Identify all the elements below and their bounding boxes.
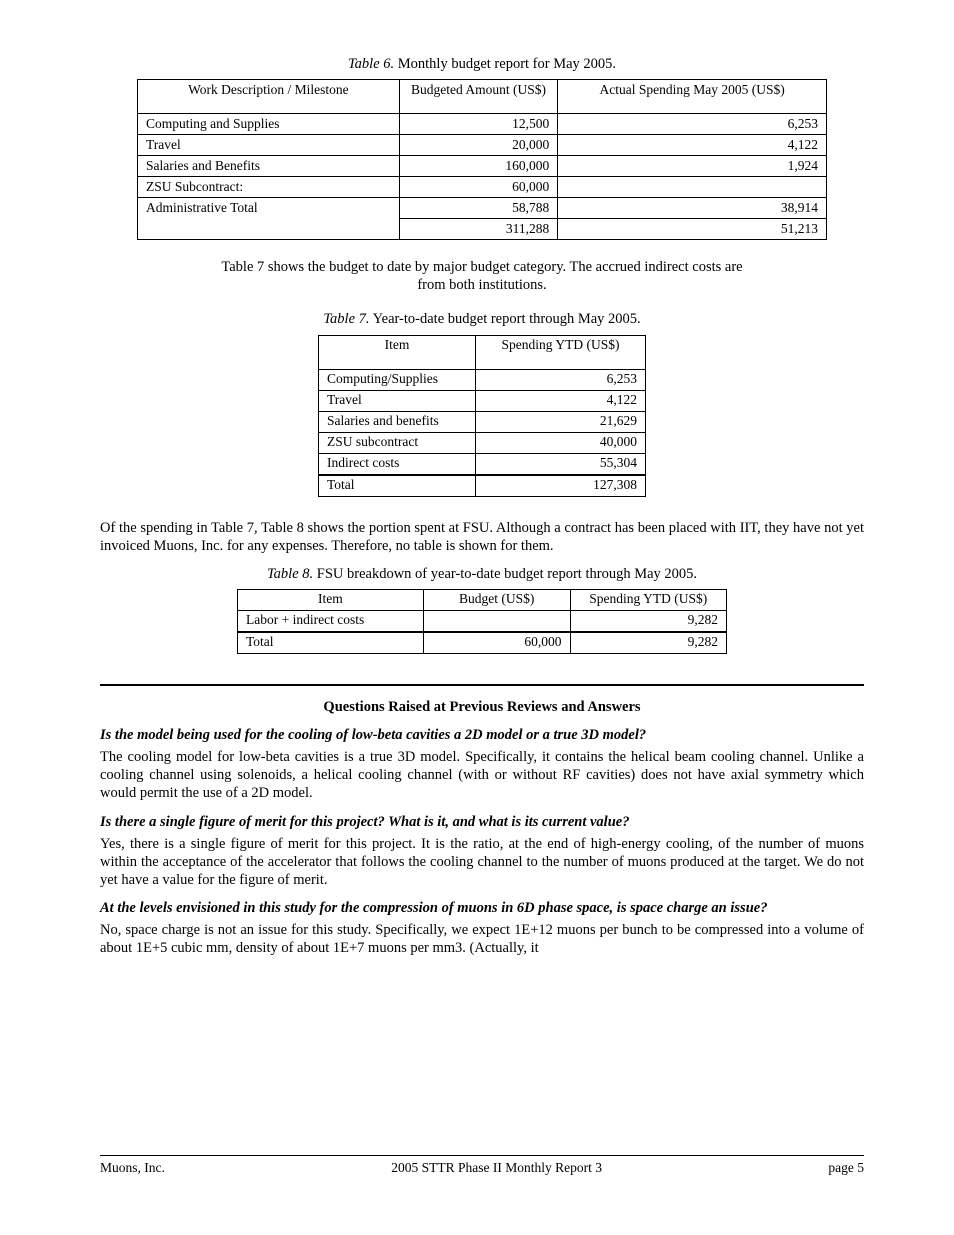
- cell: 127,308: [475, 475, 645, 497]
- cell: Travel: [319, 390, 476, 411]
- footer-center: 2005 STTR Phase II Monthly Report 3: [391, 1160, 602, 1177]
- cell: [558, 177, 827, 198]
- t3-h0: Item: [238, 589, 424, 610]
- cell: 12,500: [399, 114, 557, 135]
- cell: ZSU Subcontract:: [138, 177, 400, 198]
- table-row: Computing and Supplies 12,500 6,253: [138, 114, 827, 135]
- cell: Total: [319, 475, 476, 497]
- table8-caption: Table 8. FSU breakdown of year-to-date b…: [100, 565, 864, 583]
- table-row: Salaries and benefits21,629: [319, 411, 646, 432]
- table8-caption-rest: FSU breakdown of year-to-date budget rep…: [313, 566, 697, 582]
- qa-question: At the levels envisioned in this study f…: [100, 899, 864, 917]
- table-total-row: Total 60,000 9,282: [238, 632, 727, 654]
- cell: 9,282: [570, 610, 727, 632]
- cell: 4,122: [475, 390, 645, 411]
- table6-caption-label: Table 6.: [348, 56, 394, 72]
- footer-rule: [100, 1155, 864, 1156]
- table7: Item Spending YTD (US$) Computing/Suppli…: [318, 335, 646, 497]
- cell: Administrative Total: [138, 198, 400, 240]
- cell: 160,000: [399, 156, 557, 177]
- table7-caption: Table 7. Year-to-date budget report thro…: [100, 310, 864, 328]
- cell: 311,288: [399, 219, 557, 240]
- table6: Work Description / Milestone Budgeted Am…: [137, 79, 827, 240]
- table-row: Computing/Supplies6,253: [319, 369, 646, 390]
- qa-answer: The cooling model for low-beta cavities …: [100, 748, 864, 802]
- cell: 51,213: [558, 219, 827, 240]
- section-divider: [100, 684, 864, 686]
- para-t2-intro: Table 7 shows the budget to date by majo…: [100, 258, 864, 294]
- cell: Total: [238, 632, 424, 654]
- table-row: Travel 20,000 4,122: [138, 135, 827, 156]
- t3-h1: Budget (US$): [423, 589, 570, 610]
- table8-caption-label: Table 8.: [267, 566, 313, 582]
- cell: Salaries and Benefits: [138, 156, 400, 177]
- cell: Indirect costs: [319, 453, 476, 475]
- table-header-row: Item Spending YTD (US$): [319, 335, 646, 369]
- cell: Salaries and benefits: [319, 411, 476, 432]
- table-row: ZSU subcontract40,000: [319, 432, 646, 453]
- table6-caption-rest: Monthly budget report for May 2005.: [394, 56, 616, 72]
- table-row: Indirect costs55,304: [319, 453, 646, 475]
- t1-h1: Budgeted Amount (US$): [399, 80, 557, 114]
- t1-h2: Actual Spending May 2005 (US$): [558, 80, 827, 114]
- cell: 38,914: [558, 198, 827, 219]
- qa-answer: Yes, there is a single figure of merit f…: [100, 835, 864, 889]
- qa-block: Is the model being used for the cooling …: [100, 726, 864, 957]
- cell: Computing and Supplies: [138, 114, 400, 135]
- cell: 55,304: [475, 453, 645, 475]
- cell: [423, 610, 570, 632]
- footer-right: page 5: [828, 1160, 864, 1177]
- cell: 6,253: [475, 369, 645, 390]
- cell: 60,000: [423, 632, 570, 654]
- table-row: ZSU Subcontract: 60,000: [138, 177, 827, 198]
- table-row: Administrative Total 58,788 38,914: [138, 198, 827, 219]
- page-footer: Muons, Inc. 2005 STTR Phase II Monthly R…: [100, 1155, 864, 1177]
- table-header-row: Work Description / Milestone Budgeted Am…: [138, 80, 827, 114]
- table7-caption-label: Table 7.: [323, 311, 369, 327]
- cell: Computing/Supplies: [319, 369, 476, 390]
- cell: ZSU subcontract: [319, 432, 476, 453]
- footer-left: Muons, Inc.: [100, 1160, 165, 1177]
- table8: Item Budget (US$) Spending YTD (US$) Lab…: [237, 589, 727, 654]
- table-row: Travel4,122: [319, 390, 646, 411]
- cell: Labor + indirect costs: [238, 610, 424, 632]
- t3-h2: Spending YTD (US$): [570, 589, 727, 610]
- t1-h0: Work Description / Milestone: [138, 80, 400, 114]
- cell: 4,122: [558, 135, 827, 156]
- cell: 1,924: [558, 156, 827, 177]
- cell: 60,000: [399, 177, 557, 198]
- cell: 58,788: [399, 198, 557, 219]
- qa-section-title: Questions Raised at Previous Reviews and…: [100, 698, 864, 716]
- table6-caption: Table 6. Monthly budget report for May 2…: [100, 55, 864, 73]
- para-t3-intro: Of the spending in Table 7, Table 8 show…: [100, 519, 864, 555]
- t2-h1: Spending YTD (US$): [475, 335, 645, 369]
- cell: 9,282: [570, 632, 727, 654]
- cell: 20,000: [399, 135, 557, 156]
- table7-caption-rest: Year-to-date budget report through May 2…: [370, 311, 641, 327]
- cell: 6,253: [558, 114, 827, 135]
- cell: 40,000: [475, 432, 645, 453]
- cell: 21,629: [475, 411, 645, 432]
- page: Table 6. Monthly budget report for May 2…: [0, 0, 954, 1235]
- table-row: Salaries and Benefits 160,000 1,924: [138, 156, 827, 177]
- cell: Travel: [138, 135, 400, 156]
- t2-h0: Item: [319, 335, 476, 369]
- table-header-row: Item Budget (US$) Spending YTD (US$): [238, 589, 727, 610]
- qa-question: Is the model being used for the cooling …: [100, 726, 864, 744]
- qa-question: Is there a single figure of merit for th…: [100, 813, 864, 831]
- table-total-row: Total127,308: [319, 475, 646, 497]
- qa-answer: No, space charge is not an issue for thi…: [100, 921, 864, 957]
- table-row: Labor + indirect costs 9,282: [238, 610, 727, 632]
